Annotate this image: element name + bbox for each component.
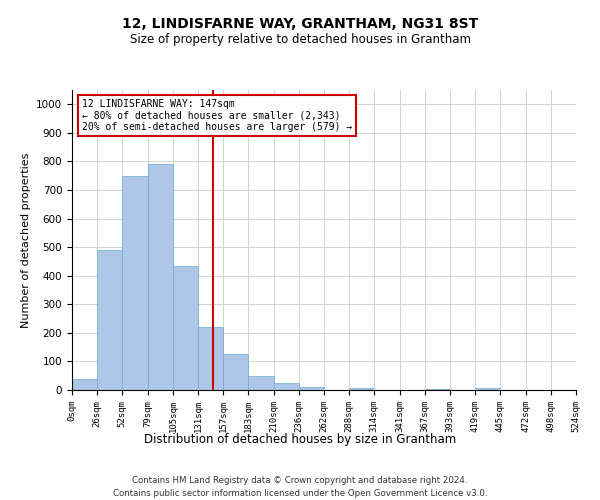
Text: Size of property relative to detached houses in Grantham: Size of property relative to detached ho… bbox=[130, 32, 470, 46]
Bar bbox=[72, 378, 97, 390]
Y-axis label: Number of detached properties: Number of detached properties bbox=[20, 152, 31, 328]
Text: 12, LINDISFARNE WAY, GRANTHAM, NG31 8ST: 12, LINDISFARNE WAY, GRANTHAM, NG31 8ST bbox=[122, 18, 478, 32]
Bar bbox=[274, 383, 299, 390]
Bar bbox=[148, 164, 173, 390]
Bar bbox=[299, 386, 324, 390]
Bar bbox=[349, 388, 374, 390]
Bar bbox=[97, 250, 122, 390]
Bar bbox=[248, 376, 274, 390]
Text: 12 LINDISFARNE WAY: 147sqm
← 80% of detached houses are smaller (2,343)
20% of s: 12 LINDISFARNE WAY: 147sqm ← 80% of deta… bbox=[82, 99, 352, 132]
Bar bbox=[223, 354, 248, 390]
Bar bbox=[173, 266, 198, 390]
Text: Distribution of detached houses by size in Grantham: Distribution of detached houses by size … bbox=[144, 432, 456, 446]
Bar bbox=[475, 388, 500, 390]
Bar bbox=[425, 388, 450, 390]
Text: Contains public sector information licensed under the Open Government Licence v3: Contains public sector information licen… bbox=[113, 489, 487, 498]
Bar bbox=[122, 176, 148, 390]
Bar bbox=[198, 327, 223, 390]
Text: Contains HM Land Registry data © Crown copyright and database right 2024.: Contains HM Land Registry data © Crown c… bbox=[132, 476, 468, 485]
